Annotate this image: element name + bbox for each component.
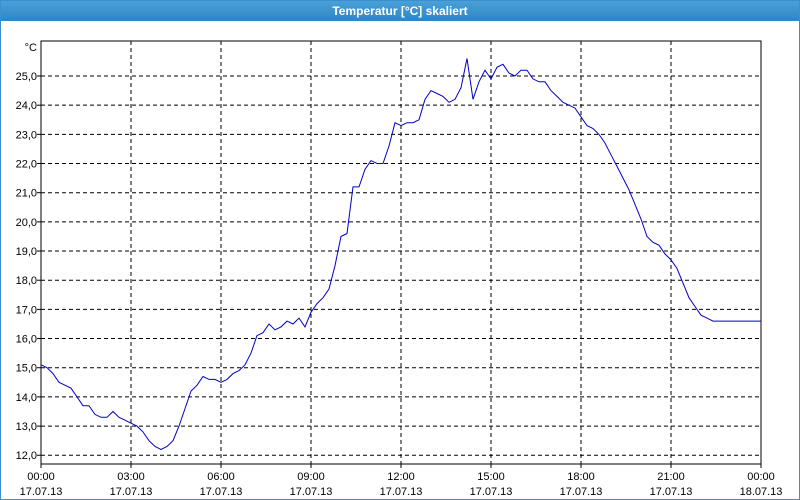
x-tick-date: 17.07.13 bbox=[470, 486, 513, 498]
x-tick-time: 21:00 bbox=[657, 471, 685, 483]
x-tick-date: 17.07.13 bbox=[650, 486, 693, 498]
y-tick-label: 14,0 bbox=[16, 392, 37, 404]
x-tick-date: 18.07.13 bbox=[740, 486, 783, 498]
y-tick-label: 24,0 bbox=[16, 100, 37, 112]
y-tick-label: 13,0 bbox=[16, 421, 37, 433]
x-tick-time: 00:00 bbox=[747, 471, 775, 483]
x-tick-time: 06:00 bbox=[207, 471, 235, 483]
y-tick-label: 12,0 bbox=[16, 450, 37, 462]
x-tick-time: 12:00 bbox=[387, 471, 415, 483]
temperature-chart: 12,0 13,0 14,0 15,0 16,0 17,0 18,0 19,0 20,0 21,0… bbox=[16, 40, 783, 498]
x-tick-date: 17.07.13 bbox=[110, 486, 153, 498]
x-tick-date: 17.07.13 bbox=[560, 486, 603, 498]
x-tick-time: 00:00 bbox=[27, 471, 55, 483]
y-tick-label: 21,0 bbox=[16, 188, 37, 200]
x-tick-time: 15:00 bbox=[477, 471, 505, 483]
y-tick-label: 18,0 bbox=[16, 275, 37, 287]
x-tick-time: 18:00 bbox=[567, 471, 595, 483]
x-tick-date: 17.07.13 bbox=[380, 486, 423, 498]
chart-area: 12,0 13,0 14,0 15,0 16,0 17,0 18,0 19,0 20,0 21,0… bbox=[1, 22, 799, 499]
y-tick-label: 17,0 bbox=[16, 304, 37, 316]
y-tick-label: 15,0 bbox=[16, 363, 37, 375]
x-tick-date: 17.07.13 bbox=[200, 486, 243, 498]
y-unit-label: °C bbox=[25, 42, 37, 54]
x-tick-date: 17.07.13 bbox=[20, 486, 63, 498]
plot-frame bbox=[40, 40, 762, 465]
temperature-series-line bbox=[40, 58, 761, 450]
y-tick-label: 19,0 bbox=[16, 246, 37, 258]
y-tick-label: 16,0 bbox=[16, 334, 37, 346]
x-tick-time: 09:00 bbox=[297, 471, 325, 483]
x-tick-time: 03:00 bbox=[117, 471, 145, 483]
y-tick-label: 22,0 bbox=[16, 159, 37, 171]
y-tick-label: 25,0 bbox=[16, 71, 37, 83]
window-title: Temperatur [°C] skaliert bbox=[1, 1, 799, 21]
y-tick-label: 23,0 bbox=[16, 129, 37, 141]
x-tick-date: 17.07.13 bbox=[290, 486, 333, 498]
y-tick-label: 20,0 bbox=[16, 217, 37, 229]
